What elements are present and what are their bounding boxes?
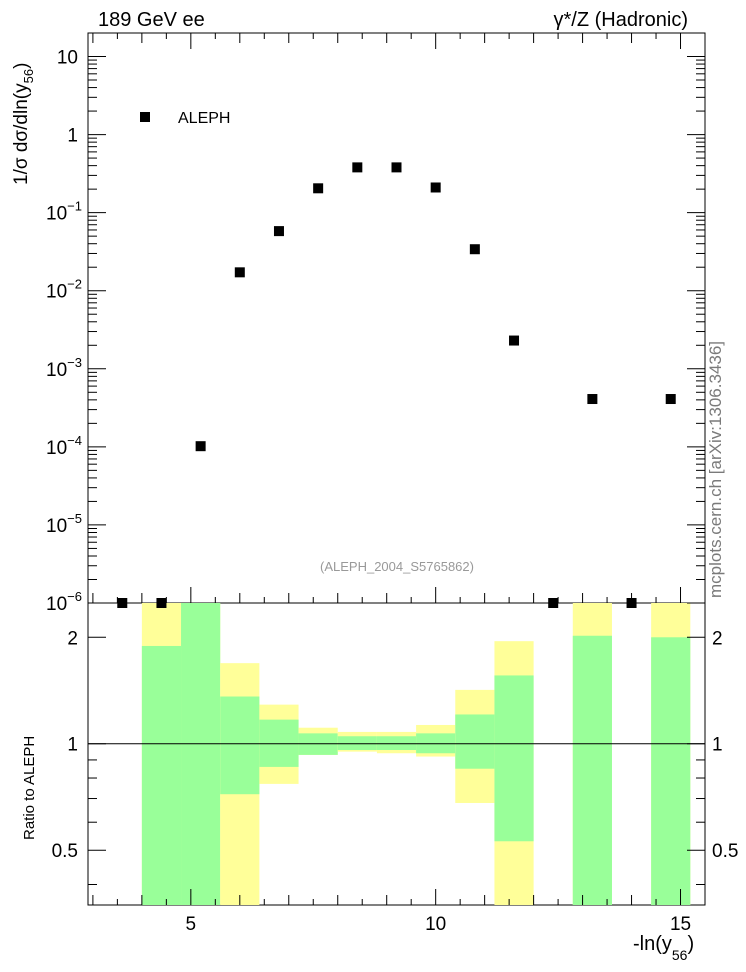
y-tick-label: 10−5 — [46, 511, 82, 537]
data-point — [587, 394, 598, 405]
data-point — [469, 244, 480, 255]
ratio-y-tick-label-right: 1 — [712, 735, 723, 756]
analysis-tag: (ALEPH_2004_S5765862) — [320, 559, 474, 574]
data-point — [313, 183, 324, 194]
y-tick-label: 10−6 — [46, 589, 82, 615]
x-tick-label: 10 — [425, 914, 446, 935]
ratio-y-tick-label-right: 2 — [712, 628, 723, 649]
ratio-band-inner — [181, 603, 221, 905]
ratio-band-inner — [572, 635, 612, 905]
ratio-bands — [141, 603, 691, 905]
data-point — [391, 162, 402, 173]
ratio-y-tick-label: 2 — [67, 628, 78, 649]
ratio-y-tick-label: 1 — [67, 735, 78, 756]
ratio-y-tick-label: 0.5 — [52, 841, 78, 862]
data-point — [352, 162, 363, 173]
ratio-band-inner — [337, 736, 377, 751]
y-tick-label: 1 — [67, 126, 78, 147]
tick-labels: 5 10 15 10 1 10−1 10−2 10−3 10−4 10−5 10−6 0.5 0.5 1 1… — [46, 48, 738, 935]
ratio-band-inner — [651, 637, 691, 905]
data-point — [273, 226, 284, 237]
ratio-band-inner — [141, 645, 182, 905]
y-tick-label: 10−4 — [46, 433, 82, 459]
process-label: γ*/Z (Hadronic) — [554, 9, 688, 31]
data-point — [548, 598, 559, 608]
ratio-band-inner — [376, 736, 417, 751]
x-axis-title: -ln(y56) — [633, 933, 694, 963]
side-label: mcplots.cern.ch [arXiv:1306.3436] — [706, 340, 725, 598]
x-tick-label: 15 — [670, 914, 691, 935]
data-point — [430, 182, 441, 193]
axis-ticks — [88, 32, 706, 905]
data-markers — [117, 162, 676, 608]
ratio-plot-frame — [87, 602, 706, 906]
data-point — [195, 441, 206, 452]
data-point — [665, 394, 676, 405]
data-point — [509, 335, 520, 346]
main-y-axis-title: 1/σ dσ/dln(y56) — [11, 63, 36, 185]
ratio-band-inner — [494, 675, 534, 842]
x-tick-label: 5 — [186, 914, 197, 935]
data-point — [234, 267, 245, 278]
data-point — [117, 598, 128, 608]
legend-label: ALEPH — [178, 110, 230, 127]
ratio-y-axis-title: Ratio to ALEPH — [21, 736, 38, 840]
data-point — [156, 598, 167, 608]
ratio-y-tick-label-right: 0.5 — [712, 841, 738, 862]
energy-label: 189 GeV ee — [98, 9, 205, 31]
ratio-band-inner — [220, 696, 260, 795]
ratio-band-inner — [455, 714, 495, 769]
y-tick-label: 10 — [57, 48, 78, 69]
y-tick-label: 10−3 — [46, 355, 82, 381]
legend-marker — [140, 112, 150, 122]
y-tick-label: 10−2 — [46, 277, 82, 303]
y-tick-label: 10−1 — [46, 199, 82, 225]
